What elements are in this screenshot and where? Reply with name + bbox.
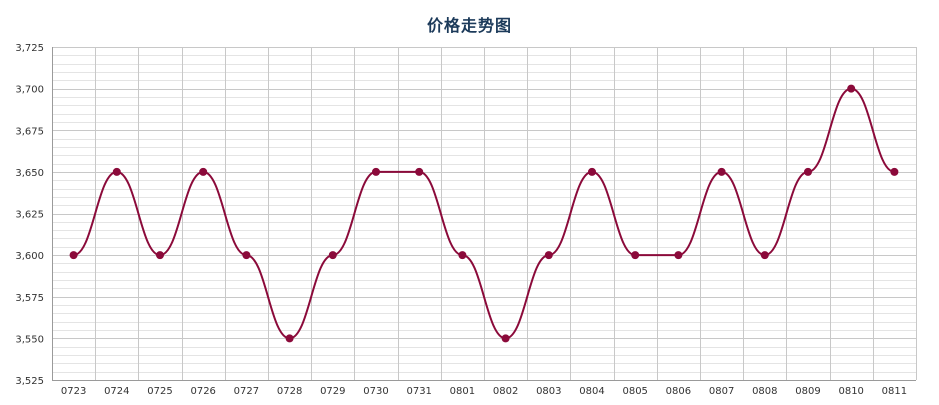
y-tick-label: 3,700 <box>15 85 44 96</box>
x-tick-label: 0809 <box>795 386 820 397</box>
y-tick-label: 3,725 <box>15 43 44 54</box>
data-point-0731[interactable] <box>415 167 424 176</box>
y-tick-label: 3,650 <box>15 168 44 179</box>
data-point-0804[interactable] <box>588 167 596 176</box>
data-point-0811[interactable] <box>890 167 899 176</box>
x-tick-label: 0804 <box>579 386 604 397</box>
data-point-0805[interactable] <box>631 251 640 260</box>
x-tick-label: 0723 <box>61 386 86 397</box>
x-tick-label: 0728 <box>277 386 302 397</box>
y-tick-label: 3,625 <box>15 210 44 221</box>
x-tick-label: 0727 <box>234 386 259 397</box>
y-tick-label: 3,575 <box>15 293 44 304</box>
x-tick-labels: 0723 0724 0725 0726 0727 0728 0729 0730 0731 0801… <box>61 386 907 397</box>
data-point-0729[interactable] <box>328 251 337 260</box>
y-tick-label: 3,600 <box>15 251 44 262</box>
x-tick-label: 0807 <box>709 386 734 397</box>
data-point-0809[interactable] <box>804 167 812 176</box>
x-tick-label: 0802 <box>493 386 518 397</box>
chart-title: 价格走势图 <box>426 16 512 35</box>
x-tick-label: 0803 <box>536 386 561 397</box>
y-tick-label: 3,550 <box>15 334 44 345</box>
x-tick-label: 0726 <box>190 386 215 397</box>
x-tick-label: 0801 <box>450 386 475 397</box>
x-tick-label: 0808 <box>752 386 777 397</box>
x-tick-label: 0805 <box>622 386 647 397</box>
data-point-0725[interactable] <box>156 251 164 260</box>
x-tick-label: 0729 <box>320 386 345 397</box>
y-tick-label: 3,675 <box>15 126 44 137</box>
data-point-0807[interactable] <box>717 167 726 176</box>
data-point-0726[interactable] <box>199 167 208 176</box>
x-tick-label: 0810 <box>838 386 863 397</box>
data-point-0727[interactable] <box>242 251 251 260</box>
x-tick-label: 0806 <box>666 386 691 397</box>
y-tick-label: 3,525 <box>15 376 44 387</box>
x-tick-label: 0724 <box>104 386 129 397</box>
data-point-0728[interactable] <box>285 334 294 343</box>
series-layer <box>69 84 899 343</box>
data-point-0808[interactable] <box>760 251 769 260</box>
x-tick-label: 0725 <box>147 386 172 397</box>
data-point-0802[interactable] <box>501 334 510 343</box>
x-tick-label: 0811 <box>882 386 907 397</box>
data-point-0801[interactable] <box>458 251 467 260</box>
data-point-0803[interactable] <box>544 251 553 260</box>
x-tick-label: 0731 <box>406 386 431 397</box>
axes <box>52 47 916 381</box>
y-tick-labels: 3,525 3,550 3,575 3,600 3,625 3,650 3,675 3,700… <box>15 43 44 387</box>
data-point-0724[interactable] <box>112 167 121 176</box>
data-point-0730[interactable] <box>372 167 380 176</box>
data-point-0806[interactable] <box>674 251 683 260</box>
data-point-0810[interactable] <box>847 84 856 93</box>
data-point-0723[interactable] <box>69 251 78 260</box>
x-tick-label: 0730 <box>363 386 388 397</box>
